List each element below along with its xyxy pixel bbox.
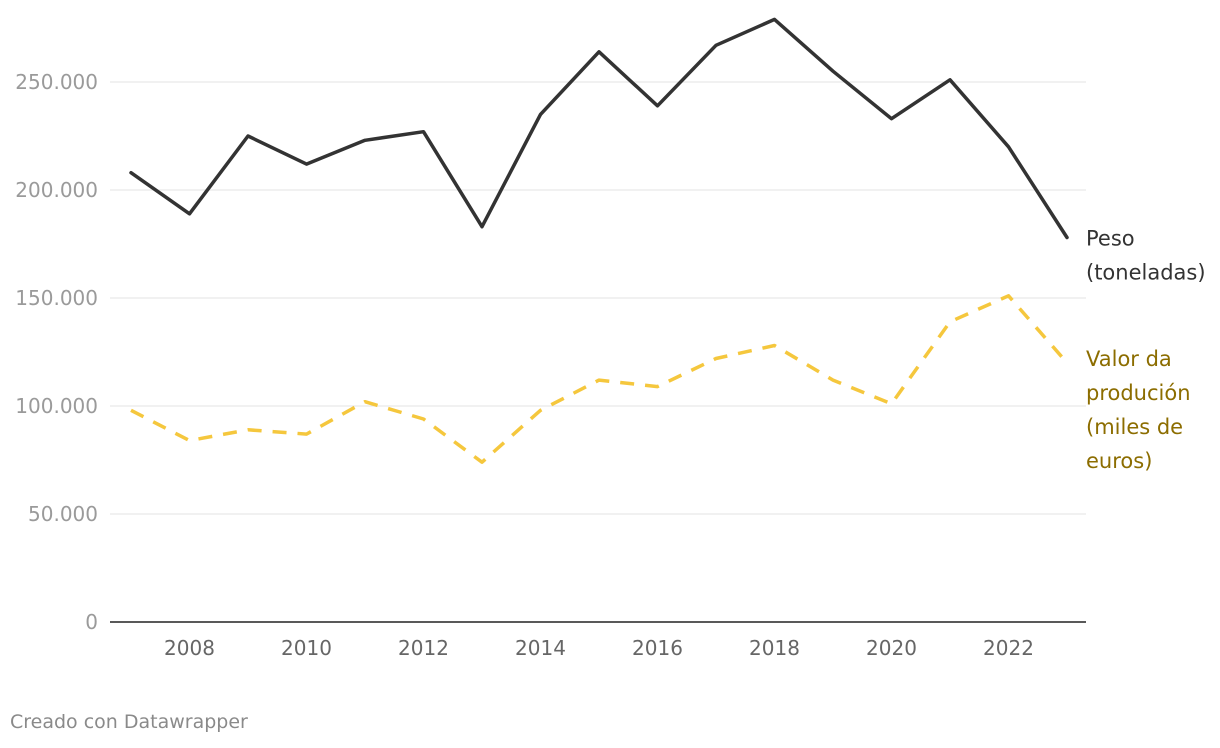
x-tick-label: 2012 <box>398 636 449 660</box>
y-tick-label: 100.000 <box>15 394 98 418</box>
series-line <box>130 294 1069 464</box>
series-label: (toneladas) <box>1086 261 1206 285</box>
series-lines <box>129 17 1069 464</box>
x-tick-label: 2022 <box>983 636 1034 660</box>
x-tick-label: 2008 <box>164 636 215 660</box>
y-tick-label: 200.000 <box>15 178 98 202</box>
series-label: Valor da <box>1086 347 1172 371</box>
series-label: euros) <box>1086 449 1152 473</box>
series-label: produción <box>1086 381 1191 405</box>
y-tick-label: 0 <box>85 610 98 634</box>
series-line <box>129 17 1069 240</box>
credit-text: Creado con Datawrapper <box>10 711 248 733</box>
y-axis-labels: 0 50.000 100.000 150.000 200.000 250.000 <box>15 70 98 634</box>
x-tick-label: 2016 <box>632 636 683 660</box>
series-label: Peso <box>1086 227 1135 251</box>
x-tick-label: 2014 <box>515 636 566 660</box>
series-label: (miles de <box>1086 415 1183 439</box>
grid-lines <box>110 81 1086 623</box>
x-axis-labels: 2008 2010 2012 2014 2016 2018 2020 2022 <box>164 636 1034 660</box>
y-tick-label: 150.000 <box>15 286 98 310</box>
y-tick-label: 250.000 <box>15 70 98 94</box>
series-labels: Peso (toneladas) Valor da produción (miles d… <box>1086 227 1206 473</box>
x-tick-label: 2010 <box>281 636 332 660</box>
x-tick-label: 2018 <box>749 636 800 660</box>
x-tick-label: 2020 <box>866 636 917 660</box>
y-tick-label: 50.000 <box>28 502 98 526</box>
